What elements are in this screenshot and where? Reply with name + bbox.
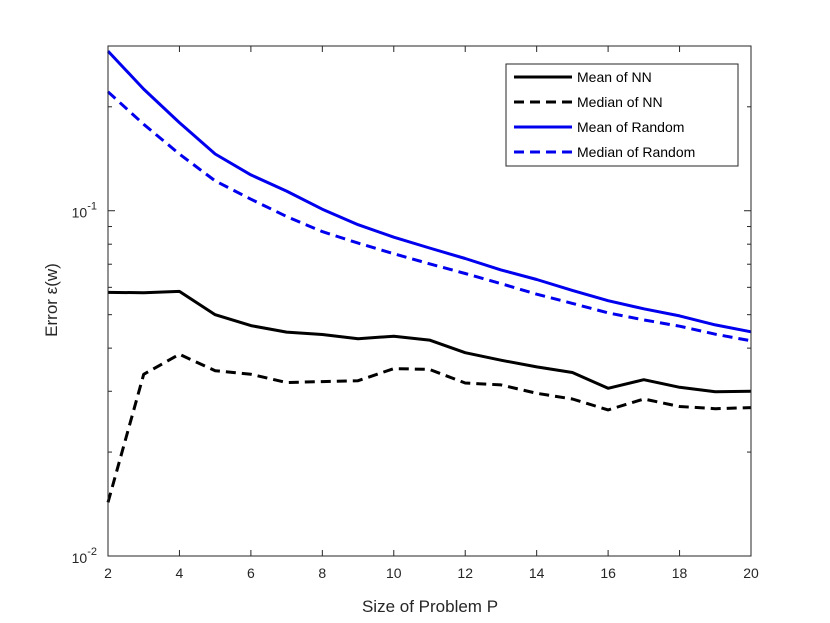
x-axis-title: Size of Problem P [362, 597, 498, 616]
x-tick-label: 16 [600, 565, 616, 581]
x-tick-label: 6 [247, 565, 255, 581]
legend-label: Median of NN [577, 94, 663, 110]
plot-frame [107, 45, 752, 557]
legend-label: Mean of NN [577, 69, 652, 85]
x-tick-label: 12 [457, 565, 473, 581]
x-tick-label: 10 [386, 565, 402, 581]
y-axis-title: Error ε(w) [42, 263, 61, 337]
series-line-mean-of-nn [107, 289, 752, 394]
series-line-median-of-random [106, 90, 752, 343]
x-tick-label: 8 [318, 565, 326, 581]
series-lines [106, 50, 752, 503]
legend-label: Median of Random [577, 144, 695, 160]
series-line-median-of-nn [106, 352, 752, 503]
x-tick-label: 14 [529, 565, 545, 581]
legend-label: Mean of Random [577, 119, 684, 135]
legend: Mean of NN Median of NN Mean of Random Medi… [505, 63, 739, 167]
legend-box [505, 63, 739, 167]
x-tick-label: 20 [743, 565, 759, 581]
series-line-mean-of-random [106, 50, 752, 334]
x-tick-label: 4 [176, 565, 184, 581]
y-tick-label: 10-1 [72, 201, 97, 221]
y-tick-label: 10-2 [72, 546, 97, 566]
x-tick-label: 18 [672, 565, 688, 581]
tick-labels: 2 4 6 8 10 12 14 16 18 20 10-2 10-1 [72, 201, 759, 581]
x-tick-label: 2 [104, 565, 112, 581]
